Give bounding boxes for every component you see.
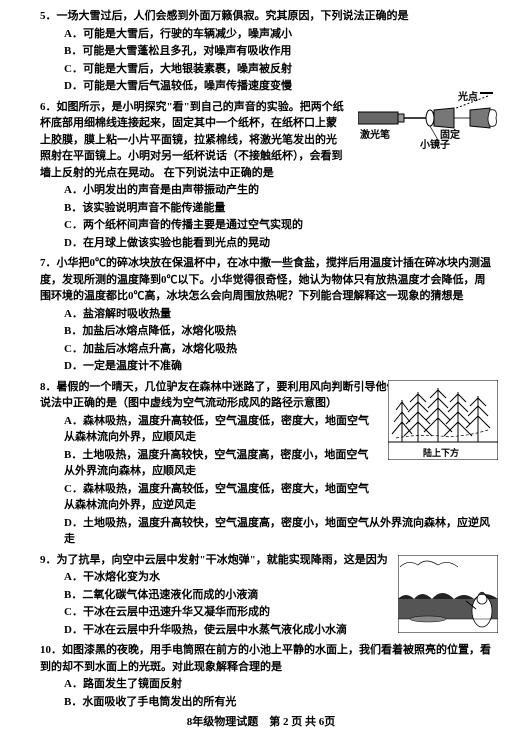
svg-text:陆上下方: 陆上下方 [423, 447, 459, 458]
q5-stem: 5．一场大雪过后，人们会感到外面万籁俱寂。究其原因，下列说法正确的是 [40, 8, 494, 25]
q10-opt-a: A．路面发生了镜面反射 [40, 676, 494, 693]
q6-opt-b: B．该实验说明声音不能传递能量 [40, 200, 494, 217]
q10-stem: 10．如图漆黑的夜晚，用手电筒照在前方的小池上平静的水面上，我们看着被照亮的位置… [40, 642, 494, 675]
page-footer: 8年级物理试题 第 2 页 共 6页 [0, 714, 522, 731]
figure-q9 [398, 555, 498, 633]
label-xiaojingzi: 小镜子 [419, 138, 450, 150]
q7-opt-c: C．加盐后冰熔点升高，冰熔化吸热 [40, 341, 494, 358]
q5-opt-b: B．可能是大雪蓬松且多孔，对噪声有吸收作用 [40, 43, 494, 60]
q7-opt-a: A．盐溶解时吸收热量 [40, 306, 494, 323]
figure-q6: 光点 激光笔 固定 小镜子 [358, 90, 498, 150]
figure-q8: 陆上下方 [388, 380, 498, 460]
q5-opt-a: A．可能是大雪后，行驶的车辆减少，噪声减小 [40, 26, 494, 43]
q7-stem: 7．小华把0℃的碎冰块放在保温杯中，在冰中撒一些食盐，搅拌后用温度计插在碎冰块内… [40, 255, 494, 305]
label-guangdian: 光点 [457, 90, 478, 103]
q7-opt-d: D．一定是温度计不准确 [40, 358, 494, 375]
question-5: 5．一场大雪过后，人们会感到外面万籁俱寂。究其原因，下列说法正确的是 A．可能是… [40, 8, 494, 95]
question-7: 7．小华把0℃的碎冰块放在保温杯中，在冰中撒一些食盐，搅拌后用温度计插在碎冰块内… [40, 255, 494, 375]
q10-opt-b: B．水面吸收了手电筒发出的所有光 [40, 694, 494, 711]
q8-opt-d: D．土地吸热，温度升高较快，空气温度高，密度小，地面空气从外界流向森林，应逆风走 [40, 515, 494, 548]
q6-opt-d: D．在月球上做该实验也能看到光点的晃动 [40, 235, 494, 252]
q8-opt-c: C．森林吸热，温度升高较低，空气温度低，密度大，地面空气从森林流向外界，应逆风走 [40, 481, 494, 514]
question-10: 10．如图漆黑的夜晚，用手电筒照在前方的小池上平静的水面上，我们看着被照亮的位置… [40, 642, 494, 710]
q7-opt-b: B．加盐后冰熔点降低，冰熔化吸热 [40, 323, 494, 340]
q5-opt-c: C．可能是大雪后，大地银装素裹，噪声被反射 [40, 61, 494, 78]
label-jiguangbi: 激光笔 [360, 128, 390, 141]
q6-opt-a: A．小明发出的声音是由声带振动产生的 [40, 182, 494, 199]
q6-opt-c: C．两个纸杯间声音的传播主要是通过空气实现的 [40, 217, 494, 234]
